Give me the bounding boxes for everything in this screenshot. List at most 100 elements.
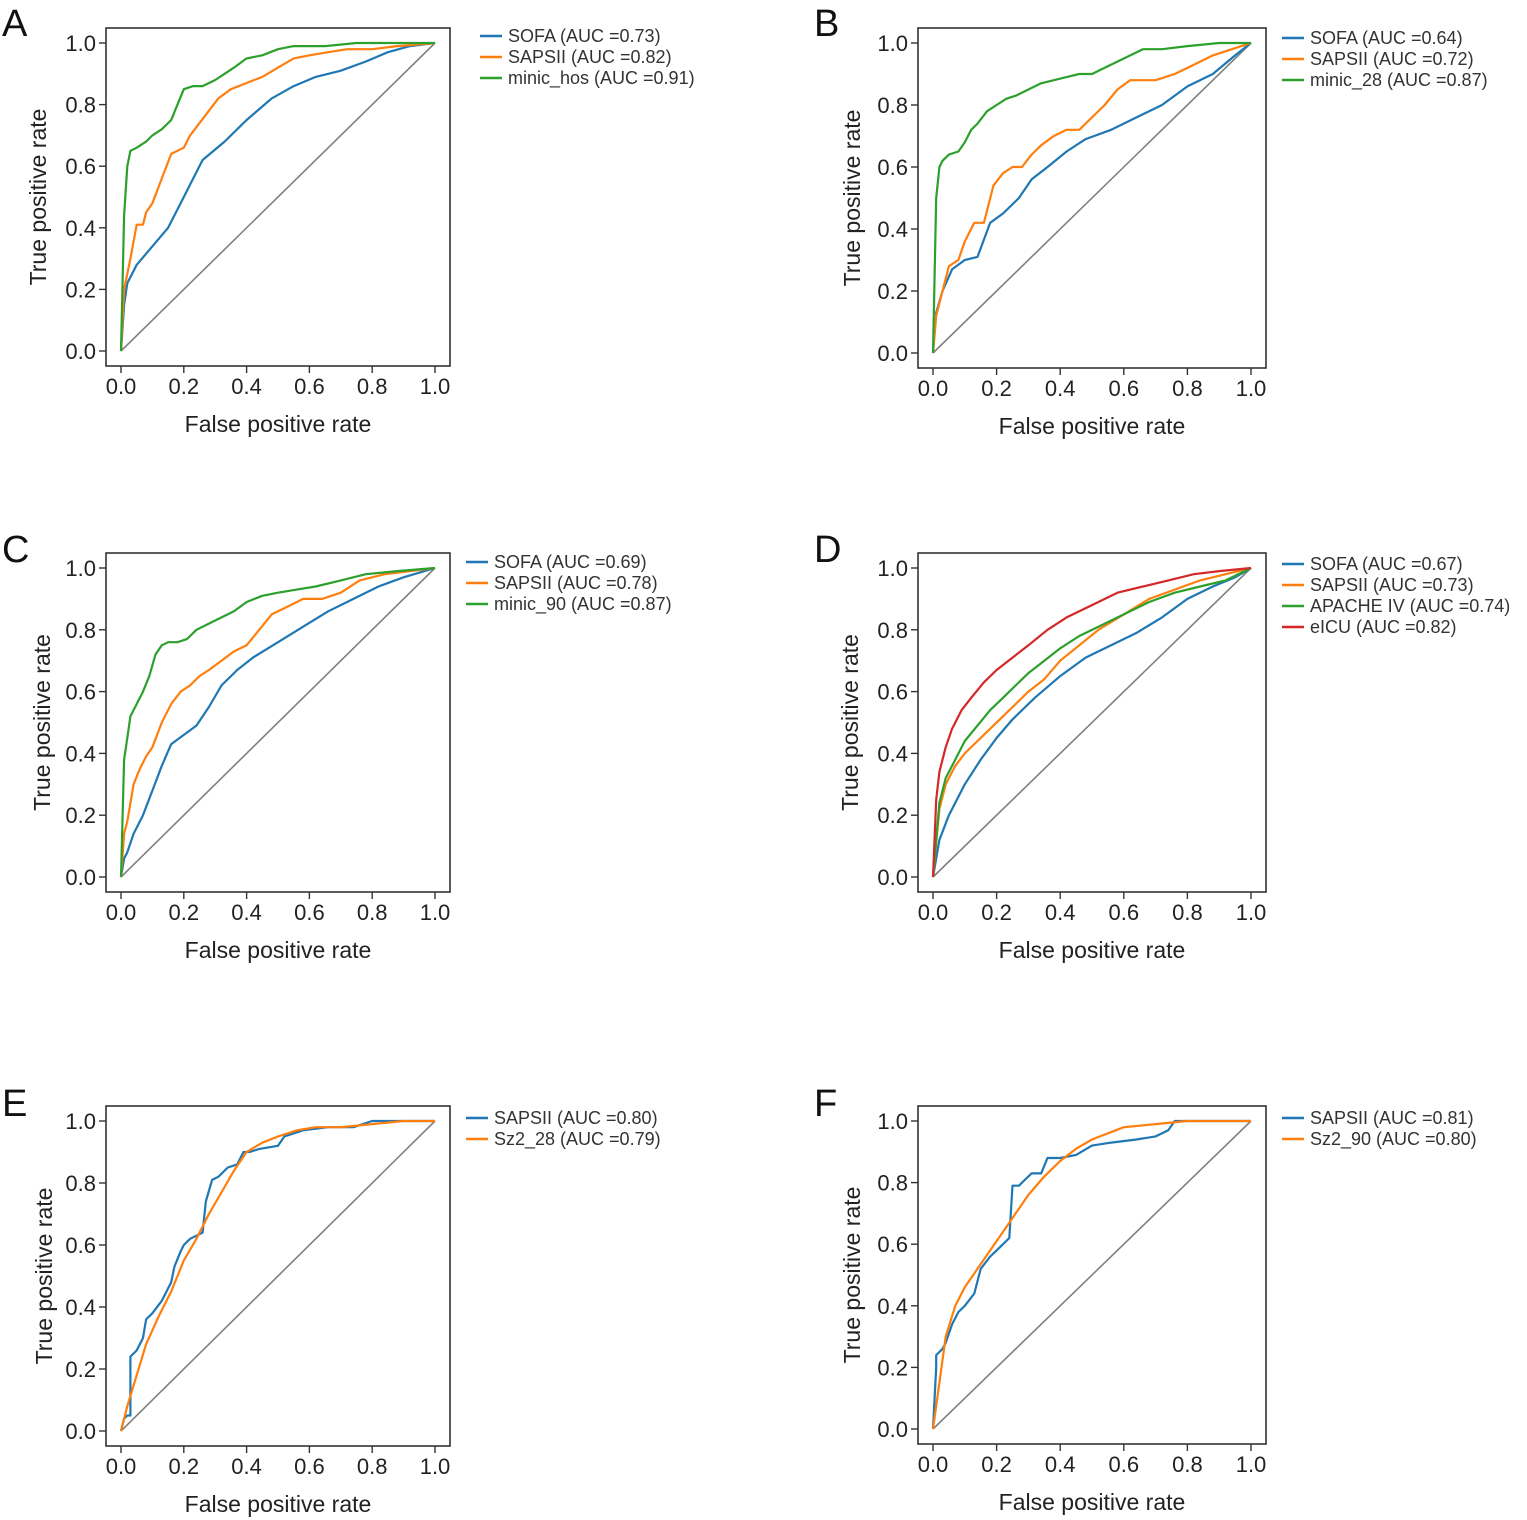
legend-label: SAPSII (AUC =0.73) [1310, 575, 1474, 595]
x-tick-label: 0.4 [1045, 376, 1076, 401]
y-tick-label: 0.6 [877, 155, 908, 180]
x-tick-label: 0.2 [981, 376, 1012, 401]
x-tick-label: 1.0 [1236, 900, 1267, 925]
roc-curve-minic_hos [119, 41, 435, 352]
chart-panel-e: E 0.0 0.2 0.4 0.6 0.8 1.0 0.0 0.2 0.4 0.6 0.8 1.0 Fal… [2, 1083, 661, 1517]
y-axis-title: True positive rate [839, 1187, 865, 1364]
x-tick-label: 0.0 [918, 376, 949, 401]
panel-letter: E [2, 1083, 27, 1125]
legend-label: SAPSII (AUC =0.82) [508, 47, 672, 67]
roc-curve-sapsii [931, 566, 1252, 878]
y-tick-label: 0.2 [65, 277, 96, 302]
x-tick-label: 0.0 [106, 900, 137, 925]
legend-label: SAPSII (AUC =0.81) [1310, 1108, 1474, 1128]
x-axis-title: False positive rate [185, 937, 372, 963]
y-tick-label: 0.0 [877, 865, 908, 890]
y-tick-label: 0.0 [65, 339, 96, 364]
x-tick-label: 0.2 [981, 1452, 1012, 1477]
x-tick-label: 0.4 [231, 900, 262, 925]
y-tick-label: 0.8 [65, 618, 96, 643]
x-tick-label: 1.0 [420, 1454, 451, 1479]
x-tick-label: 0.0 [106, 374, 137, 399]
reference-diagonal-line [932, 42, 1252, 354]
plot-frame [917, 1105, 1267, 1445]
panel-letter: F [814, 1083, 837, 1125]
y-tick-label: 0.2 [877, 279, 908, 304]
legend-label: SOFA (AUC =0.67) [1310, 554, 1463, 574]
y-tick-label: 0.6 [877, 1232, 908, 1257]
x-tick-label: 0.8 [1172, 900, 1203, 925]
x-tick-label: 0.8 [1172, 376, 1203, 401]
x-tick-label: 1.0 [420, 900, 451, 925]
legend-label: SOFA (AUC =0.73) [508, 26, 661, 46]
x-tick-label: 0.6 [1109, 376, 1140, 401]
y-tick-label: 0.6 [65, 680, 96, 705]
y-tick-label: 0.4 [877, 1294, 908, 1319]
x-tick-label: 0.8 [357, 900, 388, 925]
y-tick-label: 0.2 [65, 1357, 96, 1382]
x-tick-label: 0.2 [169, 1454, 200, 1479]
x-tick-label: 0.2 [981, 900, 1012, 925]
roc-curve-minic_28 [931, 41, 1251, 354]
y-tick-label: 1.0 [65, 1109, 96, 1134]
roc-curve-sapsii [119, 1119, 435, 1432]
y-tick-label: 1.0 [877, 556, 908, 581]
legend: SOFA (AUC =0.67)SAPSII (AUC =0.73)APACHE… [1282, 554, 1510, 637]
x-tick-label: 1.0 [1236, 1452, 1267, 1477]
x-tick-label: 0.8 [357, 374, 388, 399]
y-tick-label: 0.8 [65, 93, 96, 118]
legend: SAPSII (AUC =0.80)Sz2_28 (AUC =0.79) [466, 1108, 661, 1150]
y-axis-title: True positive rate [837, 634, 863, 811]
plot-frame [105, 1105, 451, 1447]
legend-label: SAPSII (AUC =0.78) [494, 573, 658, 593]
roc-curve-sofa [119, 566, 436, 878]
y-tick-label: 0.8 [877, 618, 908, 643]
legend: SOFA (AUC =0.73)SAPSII (AUC =0.82)minic_… [480, 26, 695, 89]
x-tick-label: 0.0 [106, 1454, 137, 1479]
y-tick-label: 0.4 [65, 741, 96, 766]
y-tick-label: 0.4 [877, 741, 908, 766]
chart-panel-b: B 0.0 0.2 0.4 0.6 0.8 1.0 0.0 0.2 0.4 0.6 0.8 1.0 Fal… [814, 3, 1488, 439]
panel-letter: B [814, 3, 839, 45]
roc-curve-sofa [931, 42, 1252, 354]
x-axis-title: False positive rate [999, 1489, 1186, 1515]
roc-curve-sapsii [931, 1119, 1251, 1430]
roc-curve-sapsii [119, 566, 436, 878]
x-tick-label: 0.6 [1109, 1452, 1140, 1477]
x-tick-label: 0.4 [231, 1454, 262, 1479]
legend-label: minic_hos (AUC =0.91) [508, 68, 695, 89]
y-tick-label: 0.8 [877, 93, 908, 118]
x-tick-label: 0.6 [1109, 900, 1140, 925]
reference-diagonal-line [120, 567, 436, 878]
x-tick-label: 0.2 [169, 900, 200, 925]
x-tick-label: 1.0 [420, 374, 451, 399]
y-axis-title: True positive rate [25, 109, 51, 286]
x-tick-label: 0.6 [294, 900, 325, 925]
panel-letter: D [814, 529, 841, 571]
y-tick-label: 0.0 [877, 1417, 908, 1442]
x-tick-label: 0.0 [918, 1452, 949, 1477]
x-tick-label: 0.8 [357, 1454, 388, 1479]
plot-frame [105, 27, 451, 367]
y-tick-label: 0.2 [877, 1355, 908, 1380]
y-tick-label: 1.0 [65, 556, 96, 581]
legend-label: SAPSII (AUC =0.72) [1310, 49, 1474, 69]
y-tick-label: 1.0 [65, 31, 96, 56]
roc-curve-sz2_90 [931, 1119, 1251, 1430]
roc-curve-sofa [931, 567, 1252, 878]
y-tick-label: 0.6 [65, 154, 96, 179]
roc-curve-sapsii [931, 41, 1252, 354]
x-axis-title: False positive rate [185, 1491, 372, 1517]
x-axis-title: False positive rate [185, 411, 372, 437]
plot-frame [917, 27, 1267, 369]
x-tick-label: 0.6 [294, 374, 325, 399]
y-tick-label: 0.2 [877, 803, 908, 828]
legend: SOFA (AUC =0.64)SAPSII (AUC =0.72)minic_… [1282, 28, 1488, 91]
y-axis-title: True positive rate [839, 110, 865, 287]
x-tick-label: 0.2 [169, 374, 200, 399]
legend-label: SOFA (AUC =0.64) [1310, 28, 1463, 48]
roc-curve-sz2_28 [119, 1119, 435, 1432]
legend: SOFA (AUC =0.69)SAPSII (AUC =0.78)minic_… [466, 552, 672, 615]
y-tick-label: 1.0 [877, 31, 908, 56]
y-axis-title: True positive rate [29, 634, 55, 811]
